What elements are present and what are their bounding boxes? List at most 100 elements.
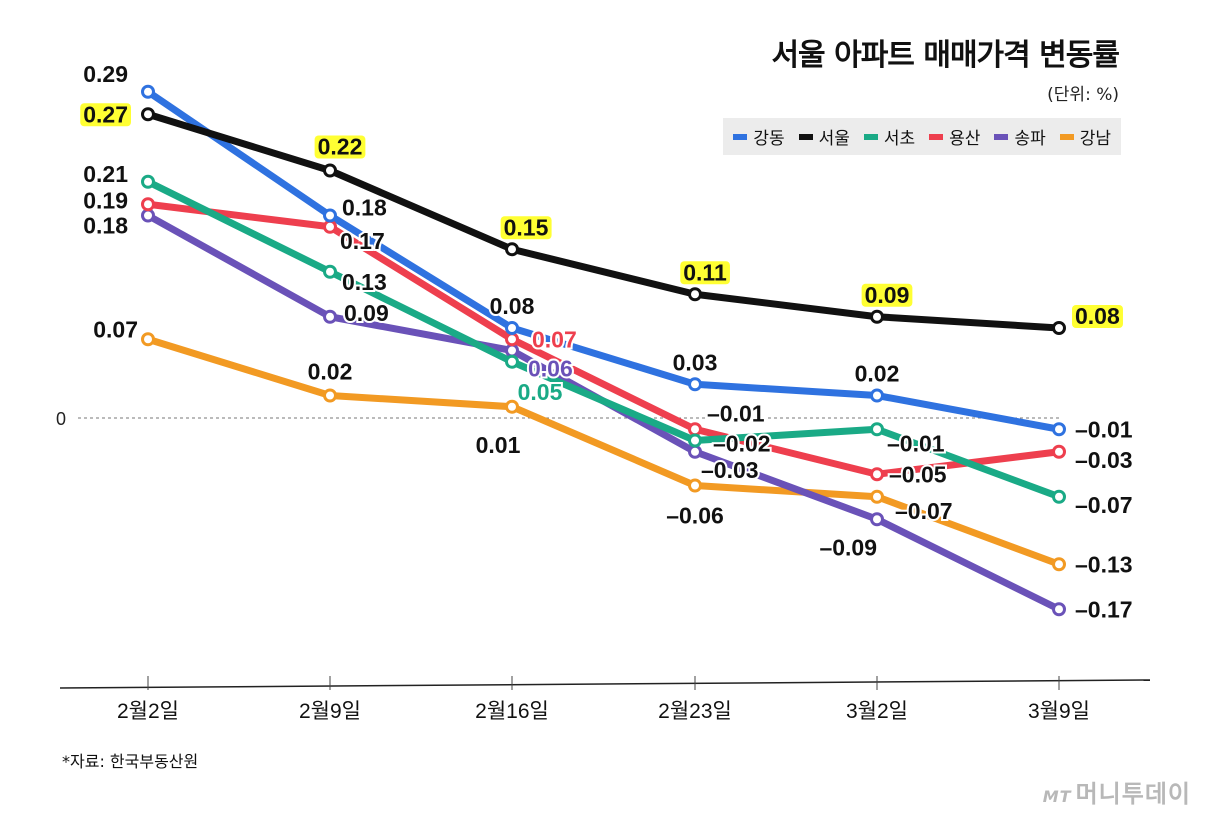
logo-mark: MT — [1042, 787, 1072, 806]
data-point-gangnam — [1052, 557, 1066, 572]
legend-swatch — [929, 133, 944, 140]
legend-swatch — [733, 133, 748, 140]
data-point-songpa — [323, 309, 337, 324]
series-line-gangnam — [144, 335, 1063, 568]
x-tick-label: 2월16일 — [475, 700, 549, 723]
series-line-gangdong — [144, 88, 1063, 433]
data-point-seoul — [688, 287, 702, 302]
data-label-songpa: 0.06 — [528, 356, 573, 382]
legend-label: 강동 — [753, 129, 785, 149]
chart-title: 서울 아파트 매매가격 변동률 — [771, 38, 1120, 73]
legend-label: 용산 — [949, 129, 981, 149]
legend-item-yongsan: 용산 — [929, 124, 980, 149]
data-point-gangdong — [688, 377, 702, 392]
series-line-yongsan — [144, 200, 1063, 478]
data-point-songpa — [870, 512, 884, 527]
data-point-gangdong — [870, 388, 884, 403]
chart-legend: 강동 서울 서초 용산 송파 강남 — [723, 118, 1121, 155]
data-point-gangdong — [1052, 422, 1066, 437]
x-tick-label: 2월23일 — [658, 700, 732, 723]
data-label-gangdong: –0.01 — [1075, 416, 1133, 442]
data-point-seoul — [505, 242, 519, 257]
data-label-songpa: –0.17 — [1075, 596, 1133, 622]
label-highlight — [314, 135, 366, 159]
data-label-yongsan: 0.19 — [83, 187, 128, 213]
data-point-gangdong — [505, 321, 519, 335]
data-label-songpa: 0.09 — [344, 300, 389, 326]
legend-label: 송파 — [1014, 129, 1046, 149]
data-point-songpa — [141, 208, 155, 223]
data-label-seoul: 0.15 — [504, 214, 549, 240]
data-label-seocho: –0.01 — [887, 430, 945, 456]
data-label-songpa: 0.18 — [83, 213, 128, 239]
data-point-seoul — [141, 107, 155, 122]
legend-item-songpa: 송파 — [994, 124, 1046, 149]
data-label-gangdong: 0.29 — [83, 61, 128, 87]
data-label-gangnam: 0.01 — [476, 432, 521, 458]
publisher-logo: MT 머니투데이 — [1043, 774, 1191, 809]
series-line-seoul — [144, 110, 1063, 332]
x-tick-label: 3월9일 — [1028, 700, 1090, 723]
label-highlight — [680, 261, 730, 285]
data-label-seocho: 0.21 — [83, 161, 128, 187]
legend-swatch — [798, 133, 813, 140]
data-point-seoul — [870, 309, 884, 324]
data-label-gangdong: 0.08 — [490, 293, 535, 319]
data-label-gangnam: 0.02 — [308, 359, 353, 385]
data-label-yongsan: 0.07 — [532, 326, 577, 352]
data-point-seocho — [141, 174, 155, 189]
data-point-yongsan — [323, 219, 337, 234]
data-label-gangnam: 0.07 — [93, 316, 138, 342]
data-point-yongsan — [1052, 444, 1066, 459]
data-label-gangdong: 0.18 — [342, 195, 387, 221]
data-label-yongsan: –0.05 — [889, 461, 947, 487]
data-point-seocho — [688, 433, 702, 448]
legend-item-seocho: 서초 — [863, 124, 915, 149]
data-label-seoul: 0.09 — [865, 282, 910, 308]
data-label-seocho: 0.13 — [342, 269, 387, 295]
data-label-seocho: 0.05 — [518, 379, 563, 405]
data-point-seocho — [1052, 489, 1066, 504]
data-point-gangnam — [505, 399, 519, 414]
data-label-seoul: 0.22 — [318, 134, 363, 160]
data-point-yongsan — [870, 467, 884, 482]
data-point-songpa — [688, 444, 702, 459]
legend-swatch — [1059, 133, 1074, 140]
data-label-songpa: –0.09 — [819, 534, 877, 560]
data-point-seocho — [323, 264, 337, 279]
logo-name: 머니투데이 — [1075, 780, 1191, 808]
zero-tick-label: 0 — [56, 409, 66, 429]
legend-item-gangdong: 강동 — [733, 124, 785, 149]
data-label-seoul: 0.11 — [683, 259, 727, 285]
legend-label: 서울 — [818, 129, 850, 149]
legend-swatch — [994, 133, 1009, 140]
data-label-seocho: –0.02 — [713, 431, 771, 457]
data-label-seoul: 0.08 — [1075, 303, 1120, 329]
label-highlight — [861, 283, 913, 307]
x-tick-label: 2월9일 — [299, 700, 361, 723]
data-label-songpa: –0.03 — [701, 457, 759, 483]
series-line-seocho — [144, 178, 1063, 501]
x-axis-line — [59, 679, 1151, 689]
data-label-yongsan: –0.01 — [707, 400, 765, 426]
data-point-gangnam — [323, 388, 337, 403]
data-point-songpa — [505, 343, 519, 358]
unit-label: (단위: %) — [1047, 85, 1119, 105]
data-point-seocho — [870, 422, 884, 437]
data-point-seocho — [505, 354, 519, 369]
data-point-yongsan — [505, 332, 519, 347]
data-label-seoul: 0.27 — [83, 101, 128, 127]
data-label-yongsan: –0.03 — [1075, 447, 1133, 473]
legend-item-gangnam: 강남 — [1059, 124, 1111, 149]
data-label-yongsan: 0.17 — [340, 228, 385, 254]
legend-item-seoul: 서울 — [798, 124, 850, 149]
label-highlight — [1072, 305, 1123, 328]
data-point-gangnam — [688, 478, 702, 493]
data-label-gangnam: –0.13 — [1075, 551, 1133, 577]
data-label-gangnam: –0.07 — [895, 498, 953, 524]
x-tick-label: 3월2일 — [846, 700, 908, 723]
data-point-gangnam — [870, 489, 884, 504]
legend-label: 강남 — [1079, 129, 1111, 149]
legend-swatch — [863, 133, 878, 140]
